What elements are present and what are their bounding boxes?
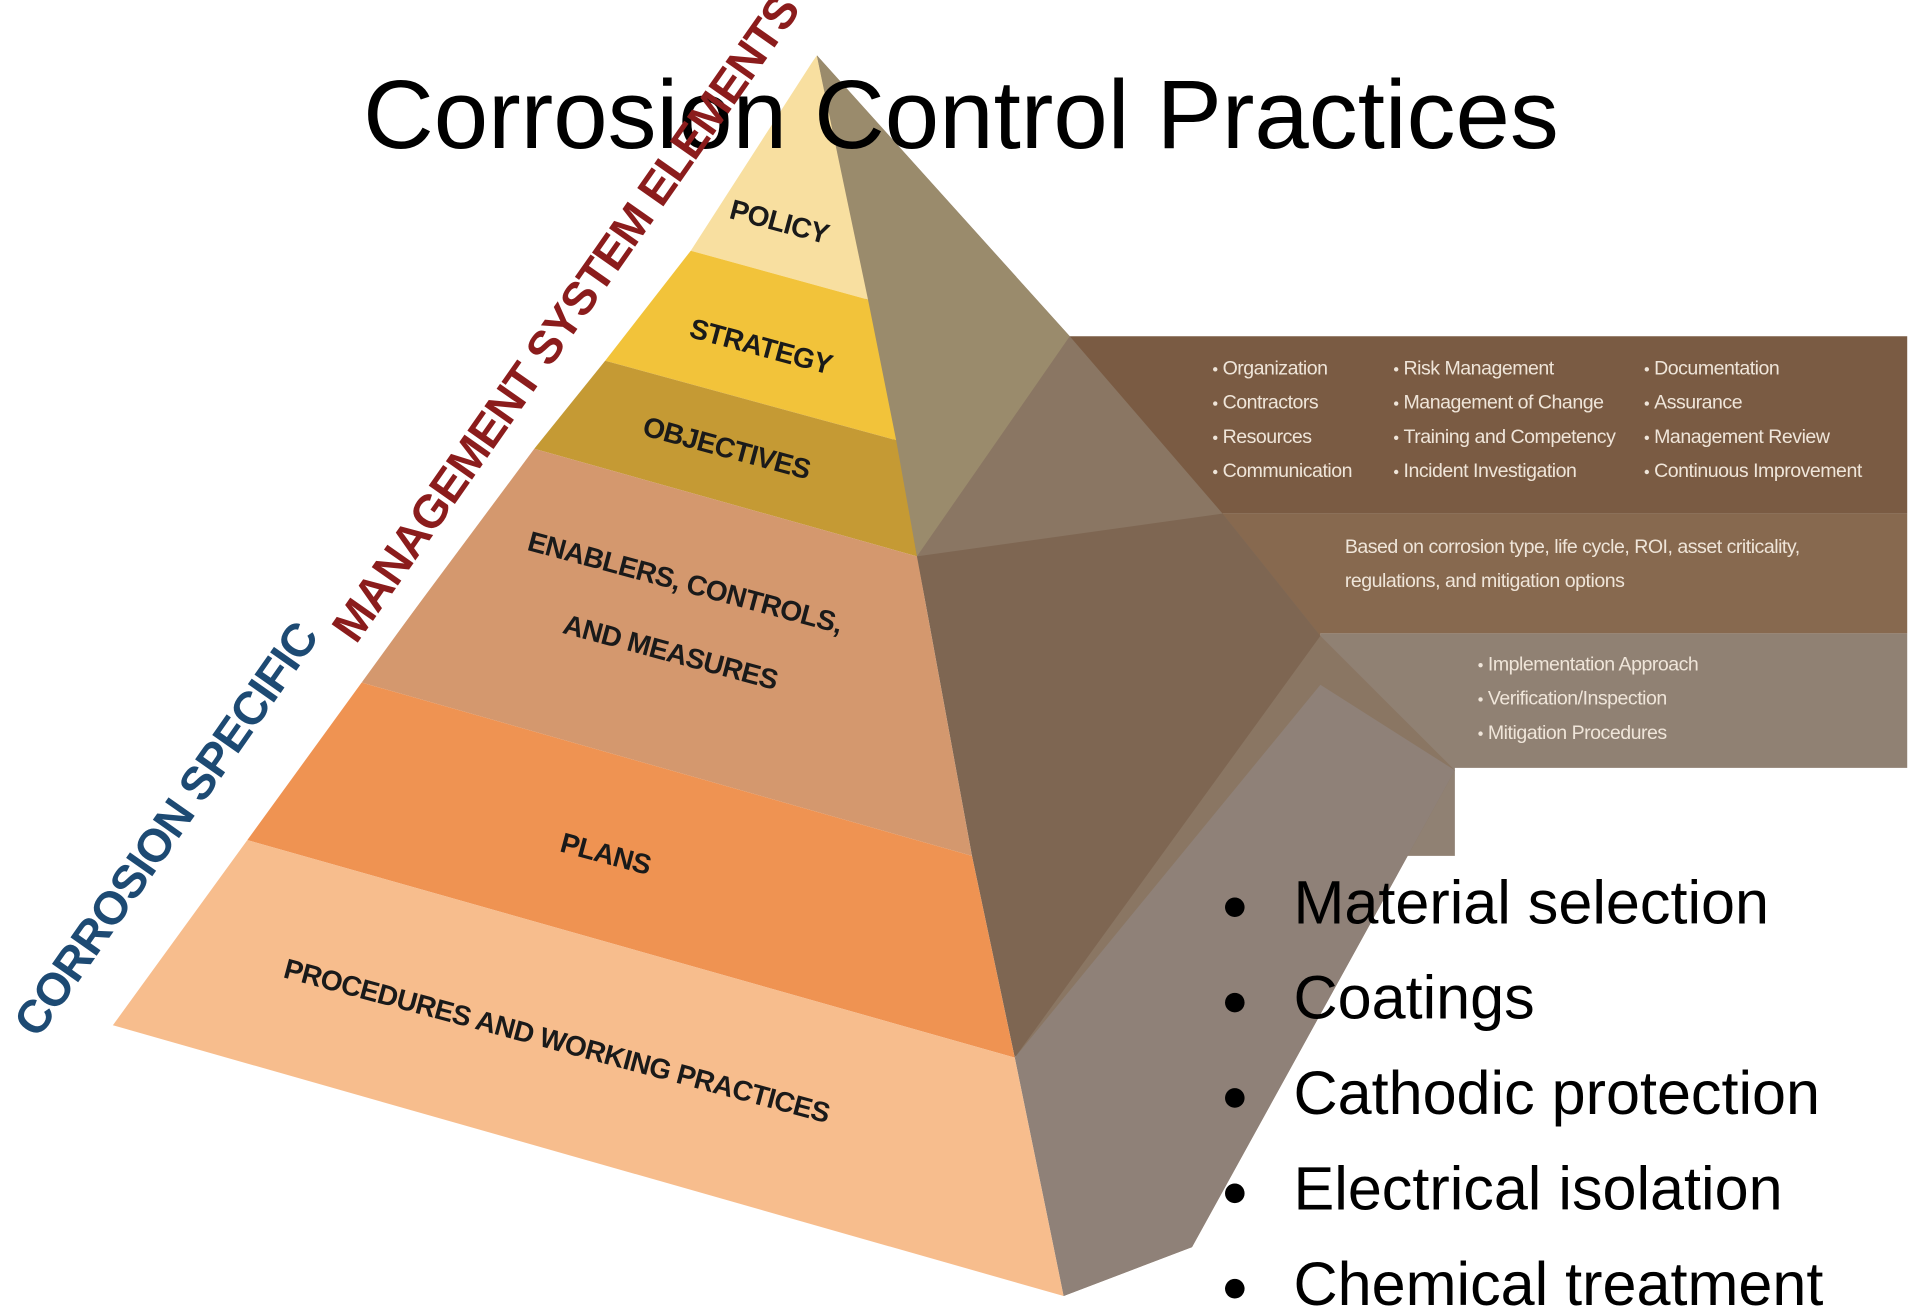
panel-item: Implementation Approach — [1488, 653, 1698, 675]
bullet — [1645, 367, 1649, 371]
bullet — [1225, 1088, 1245, 1108]
bullet — [1645, 470, 1649, 474]
bullet-text: Coatings — [1293, 964, 1534, 1032]
bullet — [1394, 470, 1398, 474]
panel-item: Management Review — [1654, 426, 1831, 448]
bullet-text: Material selection — [1293, 868, 1769, 936]
bullet — [1394, 367, 1398, 371]
panel-item: Mitigation Procedures — [1488, 722, 1667, 744]
panel-item: Risk Management — [1404, 357, 1555, 379]
panel-item: Management of Change — [1404, 392, 1604, 414]
panel-item: Communication — [1223, 460, 1352, 482]
bullet — [1478, 731, 1482, 735]
bullet-text: Electrical isolation — [1293, 1154, 1782, 1222]
panel-item: Verification/Inspection — [1488, 688, 1667, 710]
title: Corrosion Control Practices — [363, 59, 1559, 169]
bullet-text: Cathodic protection — [1293, 1059, 1820, 1127]
bullet — [1394, 401, 1398, 405]
slide: Corrosion Control PracticesMANAGEMENT SY… — [0, 0, 1917, 1312]
panel-item: Incident Investigation — [1404, 460, 1577, 482]
bullet — [1225, 993, 1245, 1013]
bullet — [1645, 401, 1649, 405]
bullet — [1394, 436, 1398, 440]
panel-item: Resources — [1223, 426, 1313, 448]
panel-item: Contractors — [1223, 392, 1319, 414]
panel-note: regulations, and mitigation options — [1345, 570, 1625, 592]
bullet — [1213, 470, 1217, 474]
bullet — [1213, 436, 1217, 440]
panel-item: Documentation — [1654, 357, 1779, 379]
bullet — [1478, 697, 1482, 701]
panel-item: Training and Competency — [1404, 426, 1617, 448]
bullet — [1225, 897, 1245, 917]
bullet — [1225, 1279, 1245, 1299]
bullet — [1645, 436, 1649, 440]
bullet — [1213, 367, 1217, 371]
panel-item: Assurance — [1654, 392, 1742, 414]
bullet — [1213, 401, 1217, 405]
bullet — [1225, 1184, 1245, 1204]
panel-item: Organization — [1223, 357, 1328, 379]
bullet — [1478, 663, 1482, 667]
bullet-text: Chemical treatment — [1293, 1250, 1823, 1312]
panel-note: Based on corrosion type, life cycle, ROI… — [1345, 536, 1800, 558]
panel-item: Continuous Improvement — [1654, 460, 1863, 482]
